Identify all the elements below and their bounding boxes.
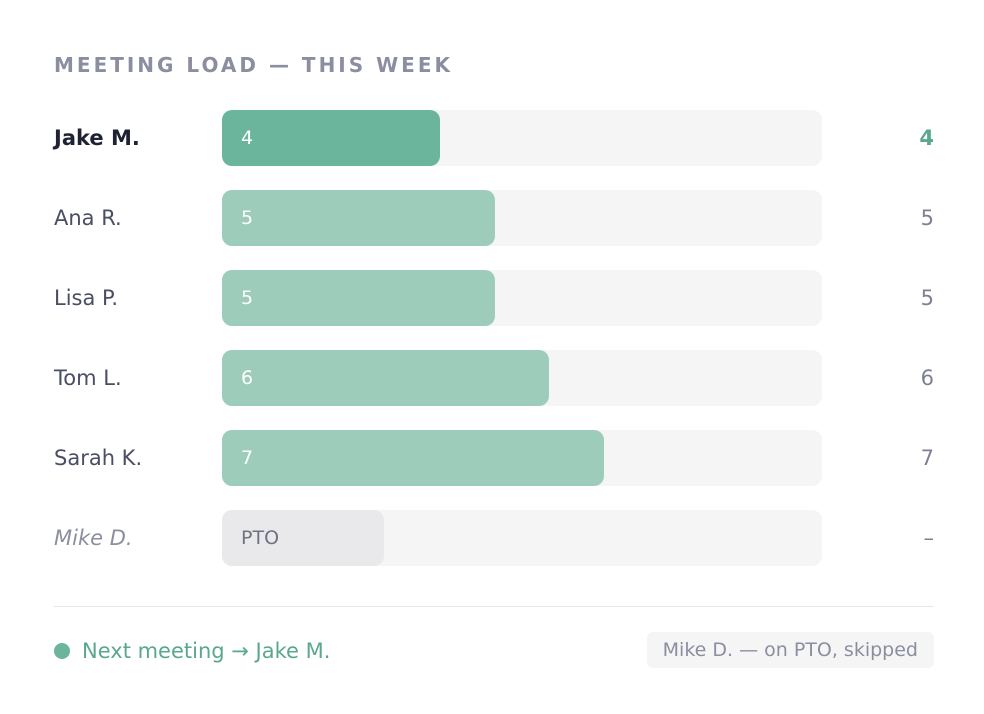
bar-track: 7 [222, 430, 822, 486]
chart-row: Ana R. 5 5 [0, 190, 984, 246]
bar-track: 6 [222, 350, 822, 406]
row-name-label: Lisa P. [54, 286, 119, 310]
bar: 4 [222, 110, 440, 166]
row-count: 5 [920, 286, 934, 310]
bar: 5 [222, 270, 495, 326]
bar-value-label: 5 [241, 207, 254, 229]
status-dot-icon [54, 643, 70, 659]
bar-value-label: 5 [241, 287, 254, 309]
next-meeting-indicator: Next meeting → Jake M. [54, 634, 330, 668]
bar-track: PTO [222, 510, 822, 566]
row-count: 6 [920, 366, 934, 390]
next-meeting-text: Next meeting → Jake M. [82, 639, 331, 663]
chart-row: Jake M. 4 4 [0, 110, 984, 166]
divider [54, 606, 934, 607]
bar-value-label: 4 [241, 127, 254, 149]
row-name-label: Tom L. [54, 366, 122, 390]
row-count: 5 [920, 206, 934, 230]
bar-chart: Jake M. 4 4 Ana R. 5 5 Lisa P. 5 5 Tom L. 6 6 Sarah … [0, 110, 984, 566]
chart-row: Lisa P. 5 5 [0, 270, 984, 326]
row-name-label: Ana R. [54, 206, 122, 230]
bar: PTO [222, 510, 384, 566]
bar: 6 [222, 350, 549, 406]
row-name-label: Sarah K. [54, 446, 143, 470]
bar: 7 [222, 430, 604, 486]
chart-row: Mike D. PTO – [0, 510, 984, 566]
row-count: – [923, 526, 935, 550]
bar-track: 5 [222, 270, 822, 326]
row-name-label: Jake M. [54, 126, 140, 150]
bar-value-label: PTO [241, 527, 280, 549]
row-count: 7 [920, 446, 934, 470]
bar-track: 4 [222, 110, 822, 166]
bar-value-label: 7 [241, 447, 254, 469]
chart-row: Sarah K. 7 7 [0, 430, 984, 486]
chart-title: MEETING LOAD — THIS WEEK [54, 53, 454, 77]
bar-value-label: 6 [241, 367, 254, 389]
row-name-label: Mike D. [54, 526, 133, 550]
bar-track: 5 [222, 190, 822, 246]
row-count: 4 [919, 126, 934, 150]
chart-row: Tom L. 6 6 [0, 350, 984, 406]
pto-skip-badge: Mike D. — on PTO, skipped [646, 632, 934, 668]
bar: 5 [222, 190, 495, 246]
